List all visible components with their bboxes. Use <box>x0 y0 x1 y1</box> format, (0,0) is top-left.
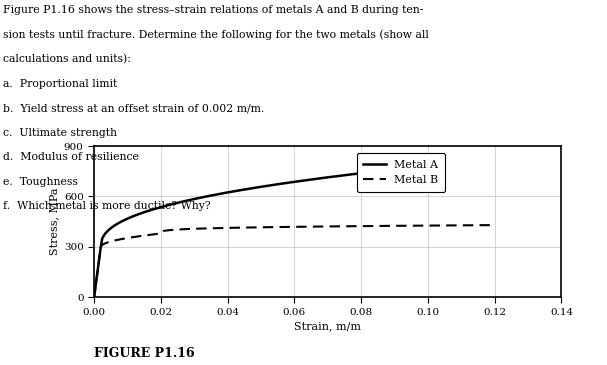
Text: FIGURE P1.16: FIGURE P1.16 <box>94 347 195 360</box>
Text: a.  Proportional limit: a. Proportional limit <box>3 79 117 89</box>
Text: e.  Toughness: e. Toughness <box>3 177 78 187</box>
Text: Figure P1.16 shows the stress–strain relations of metals A and B during ten-: Figure P1.16 shows the stress–strain rel… <box>3 5 424 15</box>
Text: c.  Ultimate strength: c. Ultimate strength <box>3 128 117 138</box>
Text: calculations and units):: calculations and units): <box>3 54 131 65</box>
Text: d.  Modulus of resilience: d. Modulus of resilience <box>3 152 139 162</box>
Y-axis label: Stress, MPa: Stress, MPa <box>50 188 59 255</box>
Text: b.  Yield stress at an offset strain of 0.002 m/m.: b. Yield stress at an offset strain of 0… <box>3 103 264 113</box>
Text: sion tests until fracture. Determine the following for the two metals (show all: sion tests until fracture. Determine the… <box>3 30 429 41</box>
X-axis label: Strain, m/m: Strain, m/m <box>294 321 361 331</box>
Legend: Metal A, Metal B: Metal A, Metal B <box>357 153 446 192</box>
Text: f.  Which metal is more ductile? Why?: f. Which metal is more ductile? Why? <box>3 201 211 211</box>
